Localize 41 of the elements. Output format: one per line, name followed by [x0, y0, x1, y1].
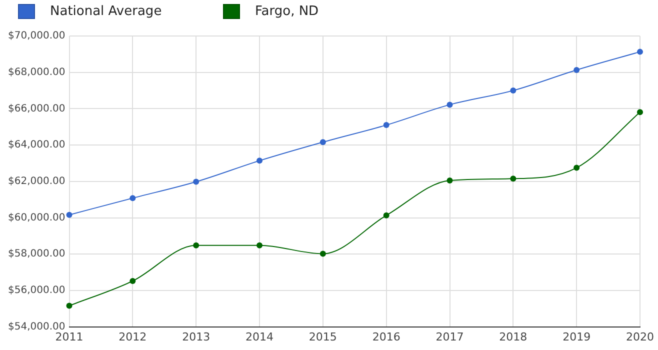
point — [637, 109, 644, 116]
y-tick-label: $62,000.00 — [8, 176, 66, 187]
x-tick-label: 2011 — [55, 330, 84, 344]
y-tick-label: $68,000.00 — [8, 66, 66, 78]
legend-label: National Average — [50, 4, 162, 19]
x-tick-label: 2017 — [436, 330, 464, 344]
point — [574, 164, 580, 171]
point — [320, 139, 326, 146]
point — [256, 158, 263, 164]
point — [510, 88, 516, 94]
point — [446, 102, 453, 108]
x-tick-label: 2016 — [372, 330, 400, 344]
point — [637, 48, 644, 55]
point — [66, 212, 72, 218]
x-tick-label: 2019 — [562, 330, 591, 344]
point — [193, 242, 200, 248]
point — [383, 122, 390, 128]
x-tick-label: 2014 — [246, 330, 274, 344]
point — [66, 302, 72, 309]
point — [130, 195, 136, 202]
point — [574, 66, 580, 73]
legend-label: Fargo, ND — [255, 4, 319, 19]
point — [383, 212, 390, 218]
y-tick-label: $64,000.00 — [8, 140, 66, 151]
x-tick-label: 2020 — [626, 330, 654, 344]
point — [510, 176, 516, 182]
point — [446, 177, 453, 184]
point — [193, 178, 200, 185]
y-tick-label: $70,000.00 — [8, 30, 66, 42]
y-tick-label: $60,000.00 — [8, 212, 66, 224]
y-tick-label: $66,000.00 — [8, 103, 66, 114]
x-tick-label: 2012 — [118, 330, 147, 344]
y-tick-label: $56,000.00 — [8, 285, 66, 296]
point — [256, 242, 263, 248]
x-tick-label: 2013 — [182, 330, 210, 344]
y-tick-label: $54,000.00 — [8, 321, 66, 332]
x-tick-label: 2018 — [499, 330, 528, 344]
point — [320, 250, 326, 257]
y-tick-label: $58,000.00 — [8, 248, 66, 260]
point — [130, 278, 136, 284]
x-tick-label: 2015 — [308, 330, 337, 344]
